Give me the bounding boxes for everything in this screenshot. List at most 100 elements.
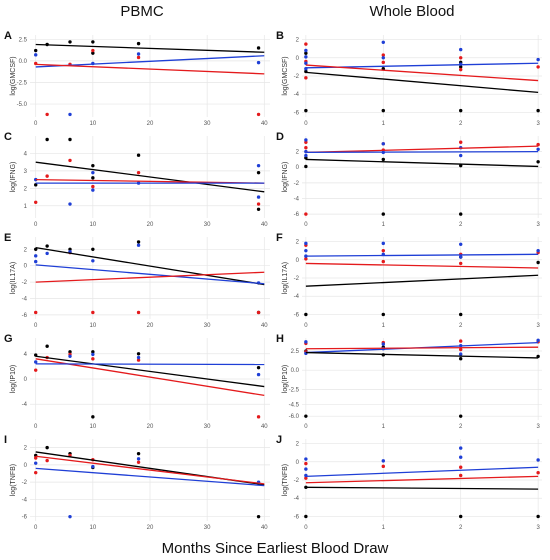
panel-c-point-black-5 [136,153,141,157]
panel-f-point-red-1 [304,257,308,261]
panel-e-ytick-1: -4 [22,297,28,303]
panel-g-point-black-1 [45,344,49,348]
panel-i-point-blue-0 [34,461,38,465]
panel-f-point-red-5 [459,261,463,266]
panel-f-ytick-1: -4 [294,294,300,300]
panel-d-ytick-3: 0 [296,165,300,171]
panel-j-line-black [305,486,539,490]
panel-j-point-red-1 [304,476,308,480]
panel-d-xtick-0: 0 [304,222,308,228]
panel-d-point-black-6 [536,160,540,164]
panel-f-point-red-2 [381,248,385,253]
panel-d-point-black-3 [381,157,385,162]
panel-d-ytick-1: -4 [294,196,300,202]
panel-b-point-black-7 [459,65,463,69]
panel-a-point-black-6 [256,46,261,50]
panel-d-point-red-6 [536,142,540,147]
panel-b-point-red-2 [304,76,308,80]
panel-c-ytick-0: 1 [24,204,28,210]
panel-a-ylabel: log(GMCSF) [10,56,17,95]
panel-d-line-red [305,145,539,154]
panel-e-xtick-2: 20 [147,323,154,329]
panel-i-xtick-2: 20 [147,525,154,531]
panel-a-xtick-2: 20 [147,121,154,127]
panel-a-point-red-4 [136,55,141,60]
panel-a-point-red-3 [91,48,95,53]
panel-j-ytick-0: -6 [294,514,300,520]
panel-i-xtick-0: 0 [34,525,38,531]
panel-d-point-black-0 [304,156,308,160]
panel-h-point-red-3 [459,339,463,343]
panel-f-line-red [305,262,539,269]
panel-c-xtick-1: 10 [90,222,97,228]
panel-b-xtick-3: 3 [536,121,540,127]
panel-j-point-blue-6 [536,458,540,462]
panel-e-point-black-3 [91,247,95,251]
panel-b-ytick-1: -4 [294,92,300,98]
panel-h-xtick-3: 3 [536,424,540,430]
panel-a-point-red-1 [45,112,49,117]
panel-c-ylabel: log(IFNG) [10,162,17,193]
panel-g-ylabel: log(IP10) [10,365,17,393]
panel-f-line-blue [305,253,539,257]
panel-h-line-black [305,351,539,359]
panel-f-ytick-0: -6 [294,312,300,318]
panel-b-point-blue-1 [304,55,308,59]
panel-a-letter: A [4,30,12,42]
panel-h-ytick-0: -6.0 [289,414,300,420]
panel-d-point-black-2 [381,212,385,216]
panel-e-point-red-3 [136,310,141,315]
panel-i-letter: I [4,434,7,446]
panel-c-point-red-1 [45,174,49,178]
panel-a-point-red-5 [256,112,261,117]
panel-j-xtick-0: 0 [304,525,308,531]
panel-g-point-red-3 [91,357,95,361]
panel-h-point-blue-5 [459,352,463,356]
panel-j-line-blue [305,466,539,478]
panel-i-xtick-3: 30 [204,525,211,531]
panel-h-point-blue-3 [381,342,385,346]
panel-e-line-red [35,271,265,283]
panel-j-point-blue-3 [381,459,385,463]
panel-g-point-red-0 [34,368,38,372]
panel-a-ytick-2: 0.0 [19,59,28,65]
panel-b-point-red-7 [536,65,540,69]
panel-b-point-blue-2 [304,61,308,65]
panel-e-point-black-2 [68,247,72,251]
panel-j-point-black-3 [536,514,540,519]
panel-e-point-red-0 [34,310,38,315]
panel-b-ytick-0: -6 [294,110,300,116]
panel-j-point-black-0 [304,514,308,519]
panel-g-point-blue-4 [256,372,261,377]
panel-g-point-blue-2 [91,352,95,357]
panel-j-line-red [305,475,539,484]
panel-c-xtick-3: 30 [204,222,211,228]
panel-i-ytick-3: 0 [24,463,28,469]
panel-e-ytick-0: -6 [22,313,28,319]
panel-f-xtick-1: 1 [382,323,386,329]
panel-e-point-blue-2 [45,251,49,256]
panel-b-point-red-5 [459,56,463,60]
panel-i-point-black-4 [136,451,141,456]
panel-a-xtick-0: 0 [34,121,38,127]
panel-b-point-red-3 [381,53,385,57]
panel-j-point-blue-0 [304,457,308,461]
panel-f-point-blue-1 [304,248,308,253]
panel-h-ytick-1: -4.5 [289,403,300,409]
panel-j-xtick-1: 1 [382,525,386,531]
panel-e-point-black-1 [45,244,49,248]
panel-d-line-blue [305,150,539,154]
panel-f-xtick-0: 0 [304,323,308,329]
panel-g-ytick-0: -4 [22,402,28,408]
panel-i-ytick-2: -2 [22,480,28,486]
panel-a-line-blue [35,55,265,68]
panel-d-xtick-1: 1 [382,222,386,228]
panel-c-point-black-7 [256,207,261,211]
panel-a-point-black-5 [136,41,141,46]
panel-g-xtick-1: 10 [90,424,97,430]
